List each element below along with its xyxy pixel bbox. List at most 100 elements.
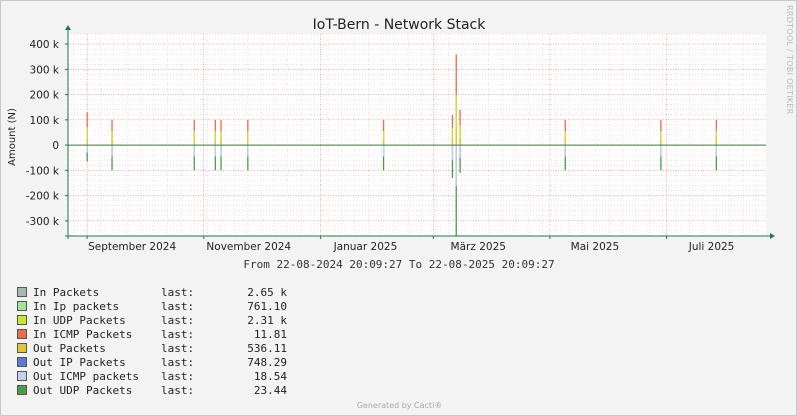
spike [451, 114, 454, 178]
spike-in-udp [214, 131, 216, 146]
spike-out-icmp [455, 145, 457, 187]
spike-out-udp [193, 145, 195, 171]
y-axis-label: Amount (N) [7, 108, 18, 166]
spike-out-icmp [564, 145, 566, 157]
legend-value: 2.65 k [247, 285, 287, 299]
spike [214, 119, 216, 171]
spike-out-packets [715, 140, 717, 146]
series-spikes [86, 54, 717, 236]
rrdtool-credit: RRDTOOL / TOBI OETIKER [785, 5, 794, 115]
spike-out-packets [564, 140, 566, 146]
spike-in-udp [220, 131, 222, 146]
spike-out-packets [247, 140, 249, 146]
legend-swatch [17, 315, 27, 325]
legend-swatch [17, 343, 27, 353]
spike-out-udp [214, 145, 216, 171]
spike-out-udp [451, 145, 454, 178]
y-tick-label: 400 k [30, 39, 60, 51]
spike-out-packets [459, 138, 461, 146]
legend-value: 11.81 [253, 327, 287, 341]
spike [193, 119, 195, 171]
legend-swatch [17, 385, 27, 395]
spike-out-icmp [247, 145, 249, 157]
spike-in-udp [86, 127, 88, 146]
x-tick-label: Mai 2025 [571, 241, 619, 253]
spike-out-udp [86, 145, 88, 162]
spike-out-udp [459, 145, 461, 173]
y-axis-arrow [65, 25, 71, 30]
spike [86, 112, 88, 162]
legend-name: Out UDP Packets [33, 383, 133, 397]
spike-out-icmp [214, 145, 216, 157]
legend-value: 748.29 [247, 355, 287, 369]
time-range-label: From 22-08-2024 20:09:27 To 22-08-2025 2… [243, 258, 554, 271]
legend-swatch [17, 371, 27, 381]
spike-out-icmp [220, 145, 222, 157]
spike [382, 119, 385, 171]
spike-in-udp [247, 131, 249, 146]
spike [111, 119, 113, 171]
legend-last-label: last: [161, 327, 195, 341]
x-tick-label: November 2024 [206, 241, 291, 253]
spike-in-udp [193, 131, 195, 146]
spike-out-icmp [382, 145, 385, 157]
axes [65, 25, 775, 239]
y-tick-label: 200 k [30, 90, 60, 102]
spike [455, 54, 457, 236]
spike-out-udp [455, 145, 457, 236]
legend-swatch [17, 329, 27, 339]
spike-out-packets [193, 140, 195, 146]
spike [247, 119, 249, 171]
spike-out-udp [111, 145, 113, 171]
legend-name: Out IP Packets [33, 355, 126, 369]
spike [459, 109, 461, 173]
spike-out-packets [660, 140, 662, 146]
legend-row: In Ip packets last: 761.10 [17, 299, 287, 313]
spike-out-udp [715, 145, 717, 171]
legend-value: 23.44 [253, 383, 287, 397]
spike-out-icmp [660, 145, 662, 157]
legend-row: Out IP Packets last: 748.29 [17, 355, 287, 369]
legend: In Packets last: 2.65 k In Ip packets last: 7… [17, 285, 287, 397]
legend-name: Out Packets [33, 341, 106, 355]
y-tick-label: 0 [52, 140, 59, 152]
spike-in-udp [382, 131, 385, 146]
x-tick-label: Juli 2025 [688, 241, 735, 253]
x-tick-label: Januar 2025 [333, 241, 398, 253]
legend-name: In Ip packets [33, 299, 120, 313]
spike-out-packets [382, 140, 385, 146]
legend-name: Out ICMP packets [33, 369, 139, 383]
legend-last-label: last: [161, 299, 195, 313]
spike-out-icmp [193, 145, 195, 157]
spike [220, 119, 222, 171]
spike-in-udp [715, 131, 717, 146]
spike [660, 119, 662, 171]
spike-out-packets [86, 138, 88, 146]
legend-swatch [17, 357, 27, 367]
y-tick-label: -300 k [26, 216, 60, 228]
spike-out-packets [111, 140, 113, 146]
legend-name: In UDP Packets [33, 313, 126, 327]
x-axis-ticks: September 2024 November 2024 Januar 2025 Mä… [86, 236, 735, 253]
footer-credit: Generated by Cacti® [356, 401, 443, 410]
spike-out-icmp [86, 145, 88, 153]
spike-in-udp [564, 131, 566, 146]
legend-last-label: last: [161, 313, 195, 327]
x-tick-label: September 2024 [88, 241, 176, 253]
spike-out-icmp [451, 145, 454, 160]
spike-out-packets [220, 140, 222, 146]
spike-out-packets [451, 139, 454, 146]
y-tick-label: -200 k [26, 191, 60, 203]
spike-out-icmp [715, 145, 717, 157]
legend-last-label: last: [161, 369, 195, 383]
spike-in-udp [459, 125, 461, 146]
x-axis-arrow [770, 233, 775, 239]
legend-swatch [17, 301, 27, 311]
y-axis-ticks: 400 k 300 k 200 k 100 k 0 -100 k -200 k -300 k [26, 39, 68, 228]
legend-value: 761.10 [247, 299, 287, 313]
spike-out-packets [455, 126, 457, 146]
spike-out-udp [564, 145, 566, 171]
legend-row: Out UDP Packets last: 23.44 [17, 383, 287, 397]
legend-value: 536.11 [247, 341, 287, 355]
spike-in-udp [660, 131, 662, 146]
